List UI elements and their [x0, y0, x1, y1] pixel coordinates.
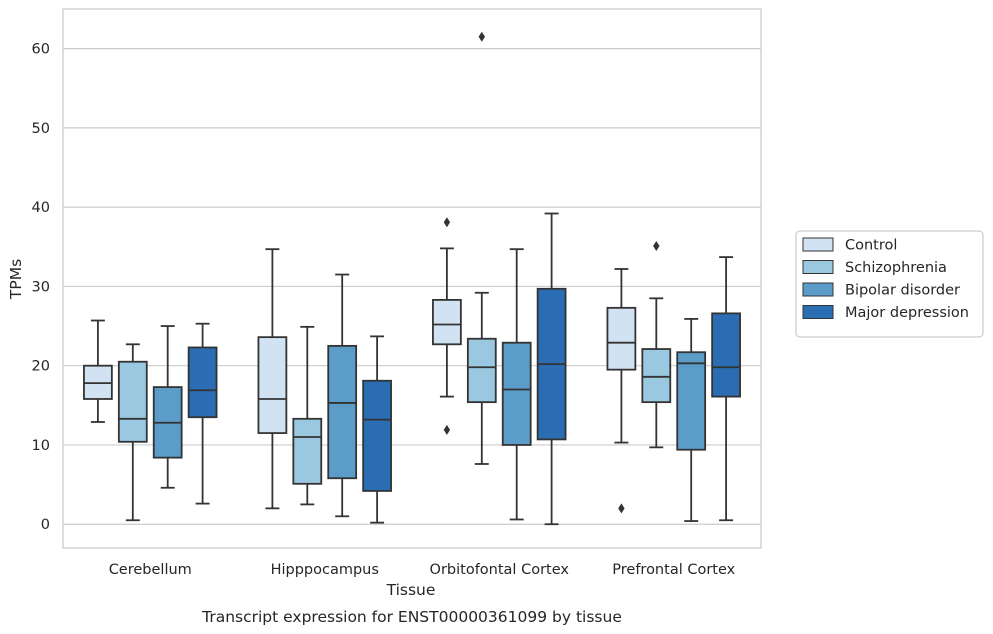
- y-tick-label-10: 10: [32, 438, 50, 454]
- x-tick-labels: Cerebellum Hipppocampus Orbitofontal Corte…: [109, 562, 736, 578]
- y-tick-label-50: 50: [32, 121, 50, 137]
- box-iqr: [292, 417, 323, 485]
- outlier-point: [443, 217, 451, 228]
- box-iqr: [187, 346, 218, 419]
- box-layer: [83, 31, 741, 526]
- box-group: [711, 256, 741, 522]
- box-group: [501, 248, 532, 521]
- box-group: [257, 248, 288, 510]
- box-group: [83, 319, 113, 423]
- legend-frame: [795, 230, 984, 338]
- y-tick-labels: 0 10 20 30 40 50 60: [32, 42, 50, 534]
- box-group: [327, 273, 358, 518]
- box-group: [117, 343, 148, 522]
- legend: Control Schizophrenia Bipolar disorder Majo…: [795, 230, 984, 338]
- x-tick-label: Orbitofontal Cortex: [430, 562, 570, 578]
- box-iqr: [257, 336, 288, 434]
- box-iqr: [641, 348, 672, 404]
- outlier-point: [653, 241, 660, 252]
- legend-label: Bipolar disorder: [845, 283, 960, 299]
- box-iqr: [501, 341, 532, 446]
- box-group: [641, 241, 672, 449]
- box-iqr: [466, 337, 497, 404]
- plot-frame: [62, 8, 762, 549]
- box-iqr: [676, 351, 707, 451]
- y-tick-label-30: 30: [32, 279, 50, 295]
- legend-label: Schizophrenia: [845, 260, 947, 276]
- x-axis-title: Tissue: [386, 581, 436, 599]
- y-tick-label-20: 20: [32, 359, 50, 375]
- legend-swatch: [802, 237, 834, 252]
- x-tick-label: Cerebellum: [109, 562, 192, 578]
- outlier-point: [618, 503, 625, 514]
- box-group: [187, 322, 218, 505]
- box-group: [152, 325, 183, 489]
- legend-swatch: [802, 260, 834, 274]
- box-group: [606, 268, 637, 514]
- box-iqr: [327, 344, 358, 480]
- y-axis-title: TPMs: [7, 259, 25, 300]
- x-tick-label: Hipppocampus: [271, 562, 379, 578]
- y-tick-label-40: 40: [32, 200, 50, 216]
- box-group: [292, 325, 323, 506]
- box-iqr: [606, 306, 637, 371]
- y-tick-label-60: 60: [32, 42, 50, 58]
- box-group: [362, 335, 392, 524]
- outlier-point: [478, 31, 485, 42]
- y-tick-label-0: 0: [41, 517, 50, 533]
- chart-caption: Transcript expression for ENST0000036109…: [201, 608, 622, 626]
- box-iqr: [711, 312, 741, 398]
- x-tick-label: Prefrontal Cortex: [612, 562, 735, 578]
- legend-label: Control: [845, 238, 897, 254]
- outlier-point: [443, 424, 451, 435]
- box-group: [432, 217, 462, 435]
- box-group: [676, 318, 707, 522]
- box-iqr: [432, 299, 462, 346]
- box-iqr: [117, 360, 148, 443]
- legend-label: Major depression: [845, 305, 969, 321]
- legend-swatch: [802, 282, 834, 297]
- box-iqr: [362, 379, 392, 492]
- box-group: [466, 31, 497, 465]
- legend-swatch: [802, 305, 834, 319]
- box-group: [536, 212, 567, 526]
